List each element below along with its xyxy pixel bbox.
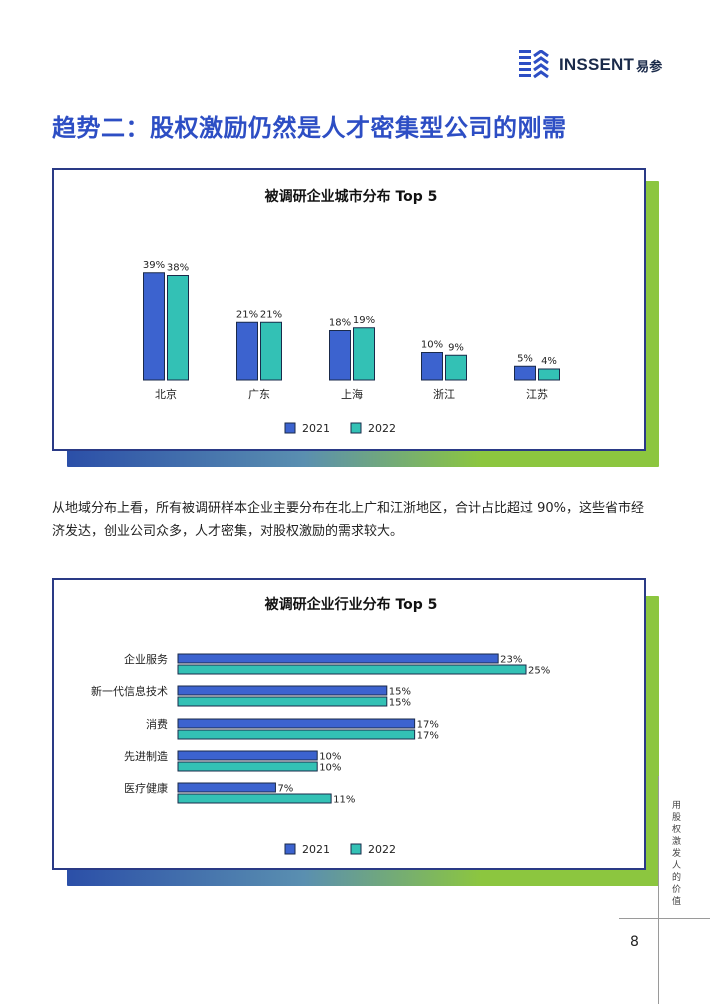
industry-card-frame: 被调研企业行业分布 Top 5 23% 25% 企业服务 15% 15% 新一代信息技术 17… (52, 578, 646, 870)
industry-chart-card: 被调研企业行业分布 Top 5 23% 25% 企业服务 15% 15% 新一代信息技术 17… (52, 578, 660, 888)
bar-label-新一代信息技术-2022: 15% (389, 698, 411, 709)
category-label-北京: 北京 (155, 387, 177, 401)
category-label-广东: 广东 (248, 388, 270, 401)
legend-label-2022: 2022 (368, 422, 396, 435)
industry-bar-chart: 被调研企业行业分布 Top 5 23% 25% 企业服务 15%15% 新一代信息技术 17… (91, 596, 550, 856)
legend-swatch-2022 (350, 843, 362, 855)
category-label-江苏: 江苏 (526, 388, 548, 401)
logo-mark-icon (519, 50, 549, 79)
bar-新一代信息技术-2022 (177, 696, 388, 707)
bar-广东-2021 (236, 321, 258, 381)
legend-label-2022: 2022 (368, 843, 396, 856)
bar-label-北京-2022: 38% (167, 263, 189, 274)
page-number: 8 (630, 934, 639, 950)
legend-label-2021: 2021 (302, 422, 330, 435)
bar-广东-2022 (260, 321, 282, 381)
category-label-先进制造: 先进制造 (124, 749, 168, 763)
bar-江苏-2021 (514, 365, 536, 381)
bar-label-医疗健康-2022: 11% (333, 795, 355, 806)
bar-label-医疗健康-2021: 7% (277, 784, 293, 795)
bar-医疗健康-2021 (177, 782, 276, 793)
bar-label-江苏-2022: 4% (541, 356, 557, 367)
bar-label-广东-2022: 21% (260, 309, 282, 320)
bar-label-北京-2021: 39% (143, 260, 165, 271)
bar-医疗健康-2022 (177, 793, 332, 804)
bar-企业服务-2022 (177, 664, 527, 675)
legend-swatch-2021 (284, 422, 296, 434)
page-title: 趋势二：股权激励仍然是人才密集型公司的刚需 (52, 114, 567, 142)
bar-label-先进制造-2021: 10% (319, 752, 341, 763)
legend-swatch-2021 (284, 843, 296, 855)
logo-cn-text: 易参 (636, 58, 663, 74)
category-label-上海: 上海 (341, 387, 363, 401)
bar-label-浙江-2021: 10% (421, 340, 443, 351)
bar-label-江苏-2021: 5% (517, 353, 533, 364)
category-label-企业服务: 企业服务 (124, 652, 168, 666)
bar-上海-2022 (353, 327, 375, 381)
bar-label-消费-2021: 17% (417, 720, 439, 731)
bar-北京-2022 (167, 275, 189, 381)
bar-label-广东-2021: 21% (236, 309, 258, 320)
bar-江苏-2022 (538, 368, 560, 381)
chart-title: 被调研企业行业分布 Top 5 (265, 596, 438, 613)
side-divider-vertical (658, 776, 659, 1004)
city-chart-card: 被调研企业城市分布 Top 5 39% 38% 北京 21% 21% 广东 18% 19% 上海 1… (52, 168, 660, 468)
body-paragraph: 从地域分布上看，所有被调研样本企业主要分布在北上广和江浙地区，合计占比超过 90… (52, 501, 645, 539)
category-label-消费: 消费 (146, 717, 168, 731)
bar-上海-2021 (329, 330, 351, 381)
bar-企业服务-2021 (177, 653, 499, 664)
bar-北京-2021 (143, 272, 165, 381)
bar-label-上海-2021: 18% (329, 318, 351, 329)
category-label-浙江: 浙江 (433, 388, 455, 401)
bar-浙江-2021 (421, 352, 443, 381)
bar-先进制造-2022 (177, 761, 318, 772)
city-bar-chart: 被调研企业城市分布 Top 5 39% 38% 北京 21% 21% 广东 18% 19% 上海 1… (143, 188, 560, 435)
bar-label-企业服务-2022: 25% (528, 666, 550, 677)
chart-title: 被调研企业城市分布 Top 5 (265, 188, 438, 205)
legend-swatch-2022 (350, 422, 362, 434)
side-divider-horizontal (619, 918, 710, 919)
bar-label-消费-2022: 17% (417, 731, 439, 742)
legend-label-2021: 2021 (302, 843, 330, 856)
brand-logo: INSSENT 易参 (519, 50, 662, 80)
bar-label-浙江-2022: 9% (448, 342, 464, 353)
bar-新一代信息技术-2021 (177, 685, 388, 696)
bar-label-企业服务-2021: 23% (500, 655, 522, 666)
side-slogan: 用股权激发人的价值 (670, 800, 680, 908)
bar-label-先进制造-2022: 10% (319, 763, 341, 774)
bar-label-上海-2022: 19% (353, 315, 375, 326)
bar-先进制造-2021 (177, 750, 318, 761)
category-label-医疗健康: 医疗健康 (124, 781, 168, 795)
category-label-新一代信息技术: 新一代信息技术 (91, 684, 168, 698)
bar-消费-2022 (177, 729, 416, 740)
bar-浙江-2022 (445, 354, 467, 381)
city-card-frame: 被调研企业城市分布 Top 5 39% 38% 北京 21% 21% 广东 18% 19% 上海 1… (52, 168, 646, 451)
logo-text: INSSENT (559, 55, 635, 74)
bar-消费-2021 (177, 718, 416, 729)
bar-label-新一代信息技术-2021: 15% (389, 687, 411, 698)
